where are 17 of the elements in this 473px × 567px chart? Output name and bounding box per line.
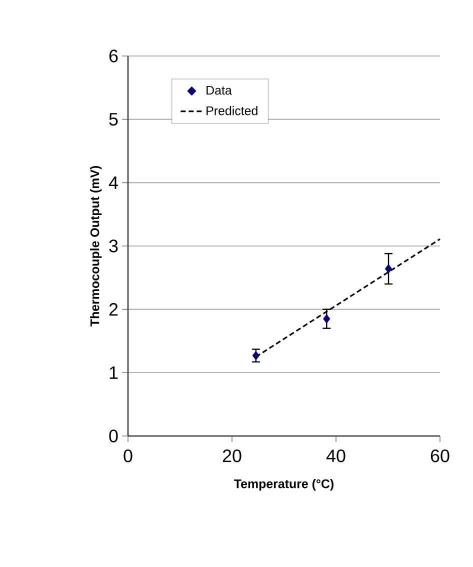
y-axis-title: Thermocouple Output (mV) <box>90 166 102 326</box>
y-tick-label: 3 <box>109 240 118 252</box>
y-tick-label: 4 <box>108 176 118 189</box>
x-tick-label: 40 <box>326 450 346 462</box>
x-tick-label: 60 <box>430 450 450 462</box>
y-tick-label: 0 <box>109 430 118 442</box>
y-tick-label: 6 <box>109 50 118 62</box>
point <box>384 264 392 274</box>
x-axis-title: Temperature (°C) <box>234 479 334 491</box>
y-tick-label: 2 <box>109 303 118 316</box>
legend-label: Data <box>206 86 232 95</box>
point <box>323 314 330 324</box>
x-tick-label: 20 <box>222 450 242 462</box>
y-tick-label: 5 <box>109 113 118 126</box>
legend-label: Predicted <box>206 106 258 116</box>
x-tick-label: 0 <box>124 450 132 462</box>
y-tick-label: 1 <box>110 366 118 379</box>
